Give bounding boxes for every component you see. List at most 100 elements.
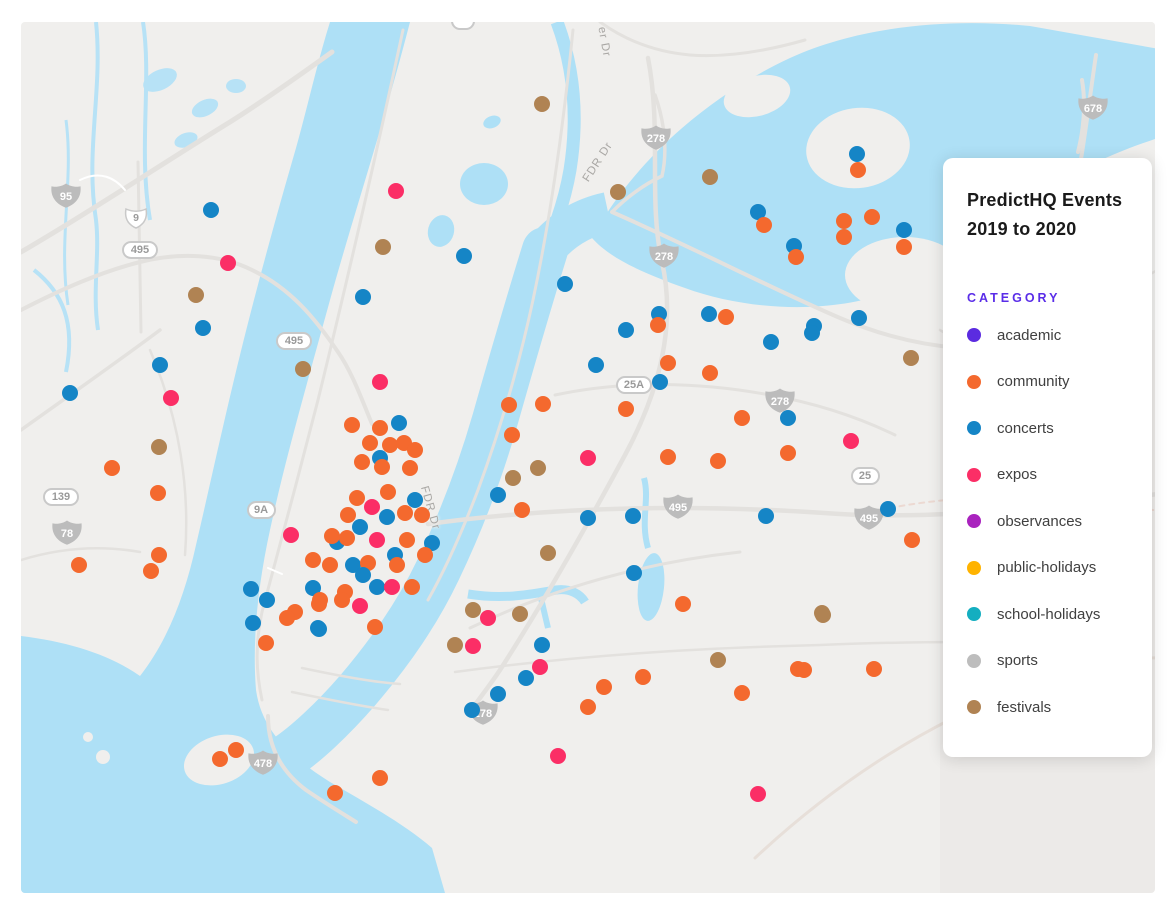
event-dot-concerts[interactable] [456,248,472,264]
event-dot-festivals[interactable] [530,460,546,476]
event-dot-concerts[interactable] [379,509,395,525]
event-dot-concerts[interactable] [355,289,371,305]
event-dot-concerts[interactable] [518,670,534,686]
event-dot-community[interactable] [702,365,718,381]
event-dot-concerts[interactable] [625,508,641,524]
event-dot-concerts[interactable] [195,320,211,336]
event-dot-community[interactable] [780,445,796,461]
event-dot-community[interactable] [258,635,274,651]
event-dot-community[interactable] [143,563,159,579]
event-dot-community[interactable] [535,396,551,412]
event-dot-concerts[interactable] [369,579,385,595]
event-dot-community[interactable] [334,592,350,608]
event-dot-community[interactable] [402,460,418,476]
event-dot-concerts[interactable] [849,146,865,162]
event-dot-community[interactable] [362,435,378,451]
event-dot-community[interactable] [327,785,343,801]
event-dot-community[interactable] [389,557,405,573]
event-dot-community[interactable] [710,453,726,469]
event-dot-community[interactable] [734,410,750,426]
event-dot-community[interactable] [650,317,666,333]
event-dot-community[interactable] [788,249,804,265]
event-dot-concerts[interactable] [588,357,604,373]
event-dot-community[interactable] [399,532,415,548]
event-dot-community[interactable] [675,596,691,612]
event-dot-community[interactable] [104,460,120,476]
event-dot-expos[interactable] [372,374,388,390]
event-dot-concerts[interactable] [407,492,423,508]
event-dot-festivals[interactable] [447,637,463,653]
event-dot-community[interactable] [660,449,676,465]
event-dot-concerts[interactable] [490,487,506,503]
event-dot-concerts[interactable] [652,374,668,390]
event-dot-community[interactable] [896,239,912,255]
event-dot-community[interactable] [344,417,360,433]
event-dot-community[interactable] [504,427,520,443]
event-dot-concerts[interactable] [490,686,506,702]
event-dot-community[interactable] [836,229,852,245]
event-dot-concerts[interactable] [464,702,480,718]
event-dot-community[interactable] [150,485,166,501]
event-dot-community[interactable] [635,669,651,685]
event-dot-community[interactable] [324,528,340,544]
event-dot-community[interactable] [354,454,370,470]
event-dot-community[interactable] [339,530,355,546]
event-dot-concerts[interactable] [626,565,642,581]
event-dot-concerts[interactable] [152,357,168,373]
event-dot-community[interactable] [322,557,338,573]
event-dot-community[interactable] [718,309,734,325]
event-dot-community[interactable] [382,437,398,453]
event-dot-concerts[interactable] [780,410,796,426]
event-dot-community[interactable] [151,547,167,563]
event-dot-expos[interactable] [843,433,859,449]
event-dot-expos[interactable] [388,183,404,199]
event-dot-expos[interactable] [384,579,400,595]
event-dot-concerts[interactable] [851,310,867,326]
event-dot-community[interactable] [866,661,882,677]
event-dot-community[interactable] [514,502,530,518]
event-dot-expos[interactable] [480,610,496,626]
event-dot-expos[interactable] [550,748,566,764]
event-dot-expos[interactable] [283,527,299,543]
event-dot-concerts[interactable] [243,581,259,597]
event-dot-concerts[interactable] [750,204,766,220]
event-dot-festivals[interactable] [512,606,528,622]
event-dot-expos[interactable] [369,532,385,548]
event-dot-community[interactable] [836,213,852,229]
event-dot-community[interactable] [796,662,812,678]
event-dot-festivals[interactable] [465,602,481,618]
event-dot-festivals[interactable] [702,169,718,185]
event-dot-concerts[interactable] [352,519,368,535]
event-dot-community[interactable] [367,619,383,635]
event-dot-concerts[interactable] [62,385,78,401]
event-dot-community[interactable] [305,552,321,568]
event-dot-community[interactable] [397,505,413,521]
event-dot-concerts[interactable] [896,222,912,238]
event-dot-community[interactable] [734,685,750,701]
event-dot-expos[interactable] [580,450,596,466]
event-dot-festivals[interactable] [505,470,521,486]
event-dot-community[interactable] [756,217,772,233]
event-dot-expos[interactable] [465,638,481,654]
event-dot-concerts[interactable] [557,276,573,292]
event-dot-festivals[interactable] [375,239,391,255]
event-dot-concerts[interactable] [391,415,407,431]
event-dot-community[interactable] [372,770,388,786]
event-dot-festivals[interactable] [710,652,726,668]
event-dot-community[interactable] [501,397,517,413]
event-dot-concerts[interactable] [763,334,779,350]
event-dot-community[interactable] [279,610,295,626]
event-dot-concerts[interactable] [758,508,774,524]
event-dot-concerts[interactable] [311,621,327,637]
event-dot-festivals[interactable] [295,361,311,377]
event-dot-concerts[interactable] [245,615,261,631]
event-dot-community[interactable] [404,579,420,595]
event-dot-festivals[interactable] [534,96,550,112]
event-dot-expos[interactable] [364,499,380,515]
event-dot-expos[interactable] [220,255,236,271]
event-dot-festivals[interactable] [903,350,919,366]
event-dot-community[interactable] [311,596,327,612]
event-dot-expos[interactable] [750,786,766,802]
event-dot-community[interactable] [407,442,423,458]
event-dot-community[interactable] [372,420,388,436]
